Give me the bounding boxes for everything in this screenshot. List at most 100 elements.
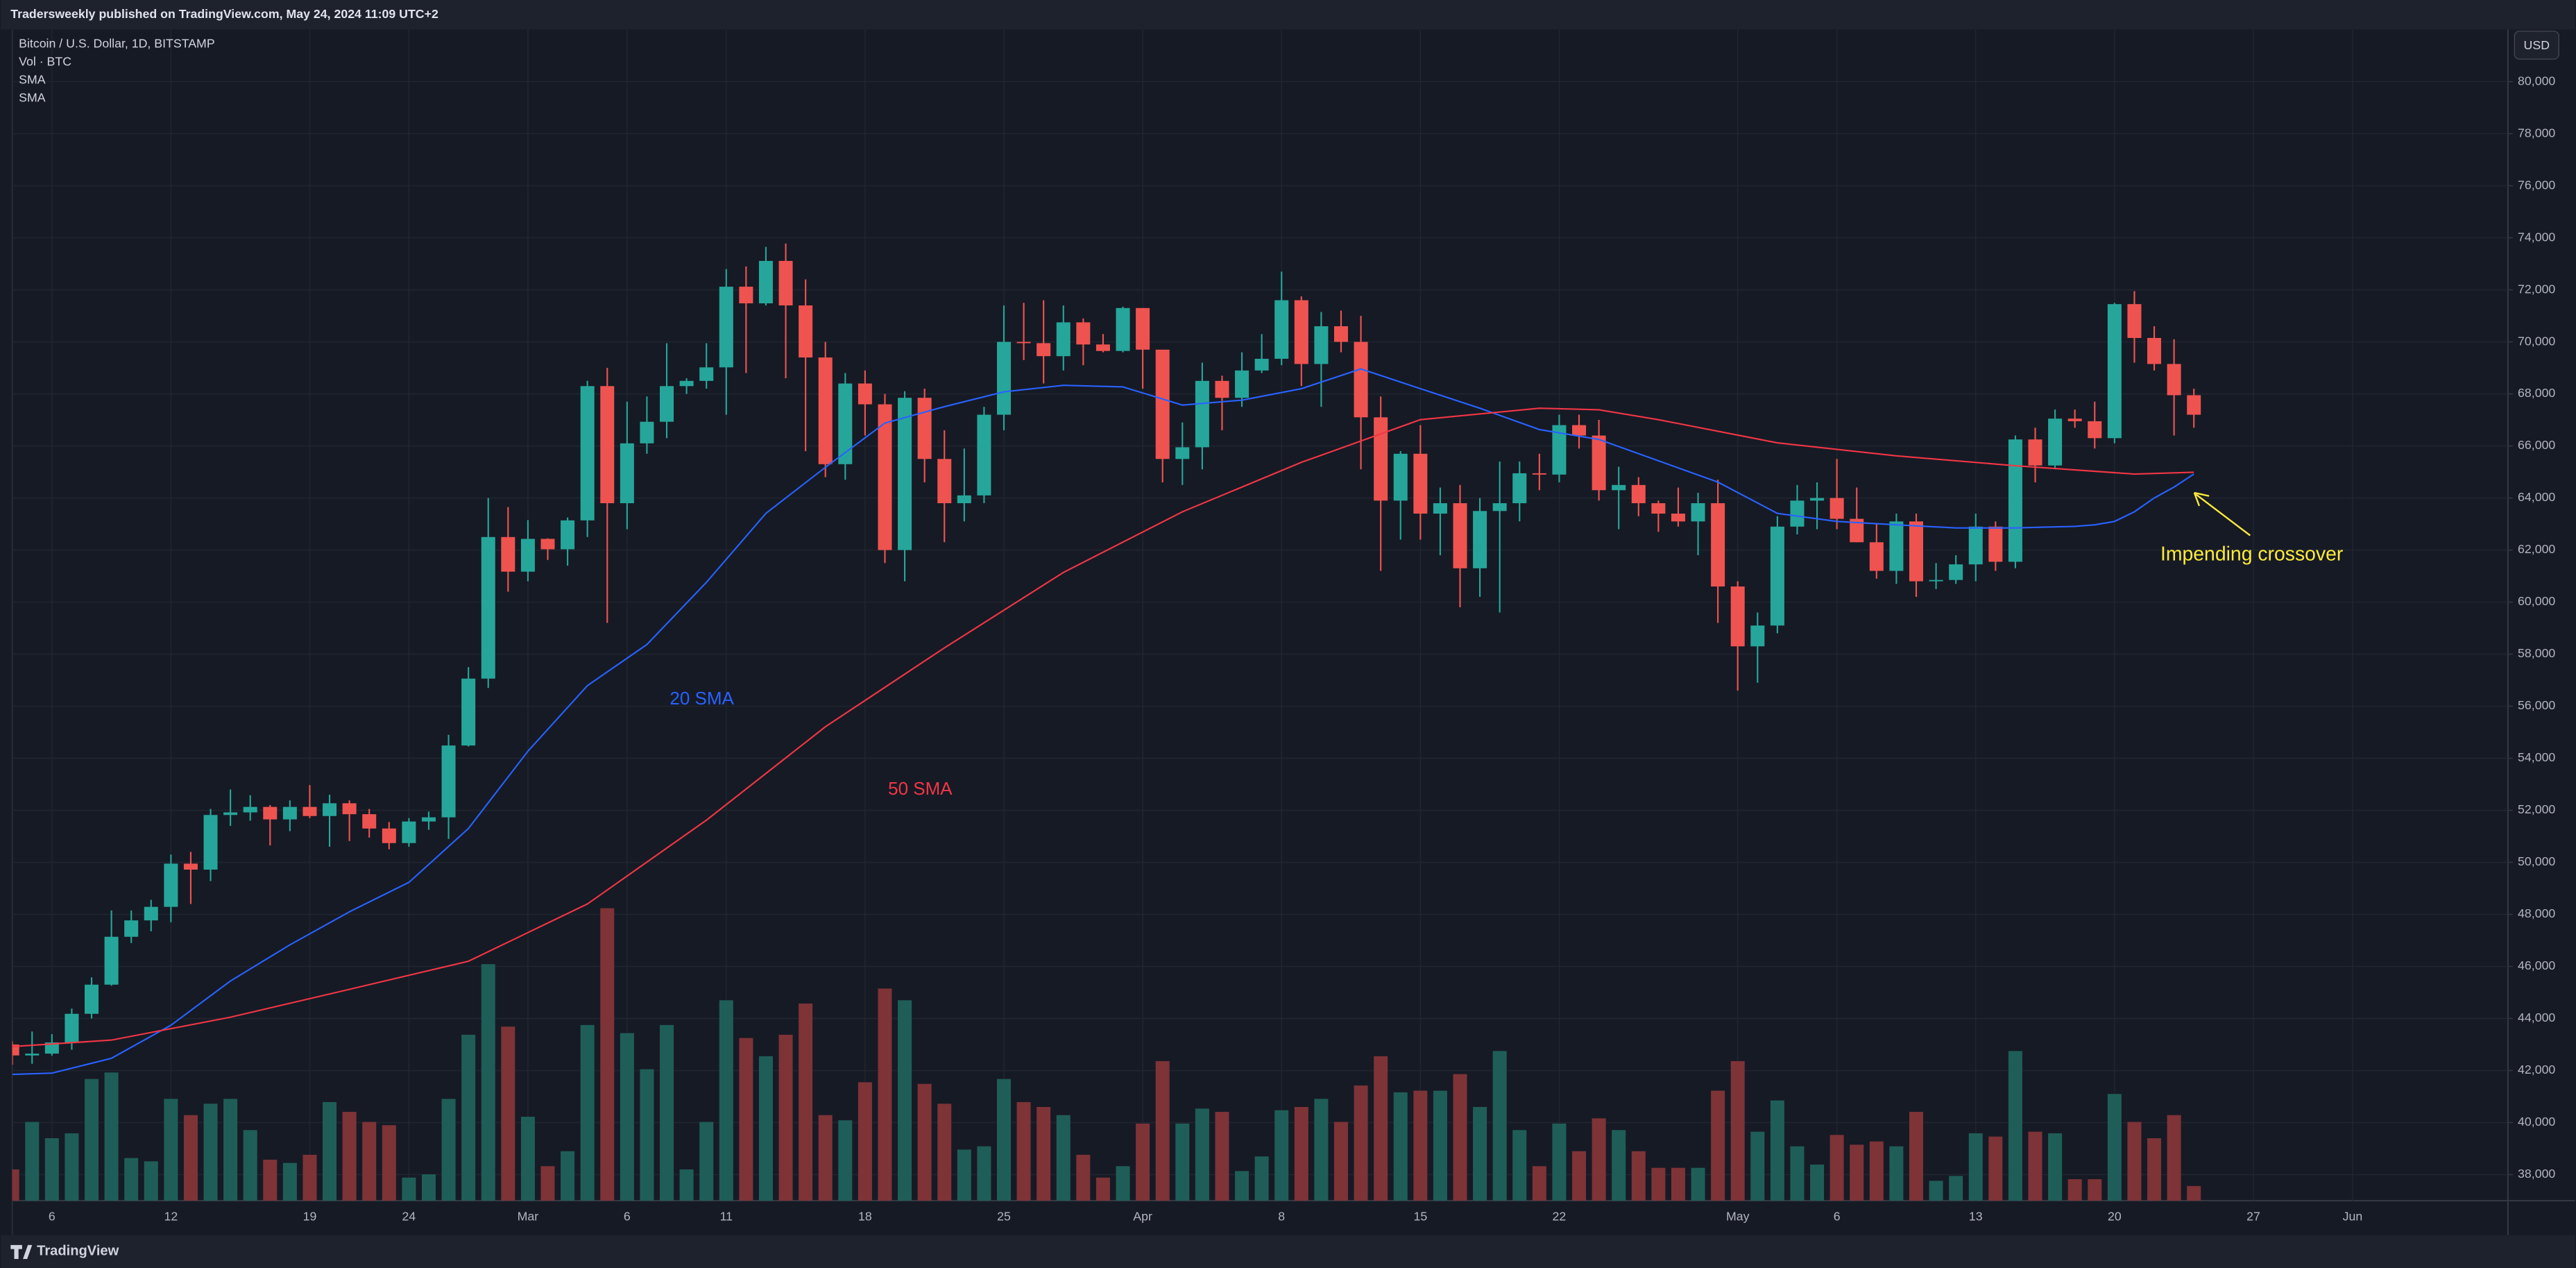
candle-body bbox=[342, 803, 357, 815]
volume-bar bbox=[2067, 1179, 2082, 1201]
candle-body bbox=[878, 404, 892, 550]
candle-body bbox=[2127, 304, 2142, 338]
candle-body bbox=[520, 539, 535, 572]
volume-bar bbox=[778, 1034, 793, 1201]
volume-bar bbox=[1612, 1130, 1626, 1201]
volume-bar bbox=[1393, 1092, 1408, 1201]
candle-body bbox=[2028, 439, 2042, 466]
y-tick-label: 40,000 bbox=[2518, 1115, 2555, 1128]
arrow-head bbox=[2193, 491, 2210, 507]
candle-body bbox=[679, 380, 694, 387]
y-tick-label: 80,000 bbox=[2518, 74, 2555, 87]
candle-body bbox=[1730, 586, 1745, 647]
candle-body bbox=[561, 520, 575, 550]
candle-body bbox=[1631, 484, 1646, 504]
volume-bar bbox=[1949, 1176, 1963, 1201]
candle-body bbox=[441, 745, 456, 818]
candle-body bbox=[1572, 425, 1587, 436]
y-tick-label: 56,000 bbox=[2518, 698, 2555, 712]
volume-bar bbox=[540, 1166, 555, 1201]
x-tick-label: 20 bbox=[2108, 1209, 2122, 1223]
volume-bar bbox=[1889, 1146, 1904, 1201]
candle-body bbox=[957, 495, 971, 504]
y-tick-label: 42,000 bbox=[2518, 1063, 2555, 1076]
candle-body bbox=[898, 398, 912, 550]
candle-body bbox=[739, 287, 753, 304]
grid bbox=[12, 29, 2508, 1201]
volume-bar bbox=[957, 1149, 971, 1201]
candle-body bbox=[540, 539, 555, 550]
brand-logo: TradingView bbox=[10, 1244, 119, 1259]
candle-body bbox=[1651, 503, 1666, 514]
volume-bar bbox=[2127, 1122, 2142, 1201]
volume-bar bbox=[203, 1104, 218, 1201]
volume-bar bbox=[362, 1122, 377, 1201]
volume-bar bbox=[323, 1101, 337, 1201]
candle-body bbox=[1889, 521, 1904, 571]
volume-bar bbox=[1215, 1112, 1229, 1201]
volume-bar bbox=[1235, 1171, 1249, 1201]
y-tick-label: 72,000 bbox=[2518, 282, 2555, 296]
y-tick-label: 50,000 bbox=[2518, 854, 2555, 868]
candle-body bbox=[997, 341, 1012, 415]
candle-body bbox=[1869, 542, 1884, 571]
currency-label[interactable]: USD bbox=[2524, 38, 2550, 52]
volume-bar bbox=[65, 1133, 79, 1201]
y-tick-label: 38,000 bbox=[2518, 1167, 2555, 1181]
y-tick-label: 76,000 bbox=[2518, 178, 2555, 192]
y-tick-label: 78,000 bbox=[2518, 126, 2555, 140]
candle-body bbox=[1492, 503, 1507, 512]
volume-bar bbox=[1076, 1154, 1091, 1201]
candle-body bbox=[2088, 421, 2102, 439]
candle-body bbox=[1512, 473, 1527, 504]
annotation: Impending crossover bbox=[2160, 543, 2343, 565]
sma-legend: SMA bbox=[19, 73, 46, 87]
volume-bar bbox=[144, 1161, 158, 1201]
volume-bar bbox=[997, 1079, 1012, 1201]
candle-body bbox=[282, 806, 297, 820]
candle-body bbox=[1532, 473, 1546, 475]
x-tick-label: 13 bbox=[1969, 1209, 1983, 1223]
candle-body bbox=[937, 459, 952, 504]
candle-body bbox=[1235, 370, 1249, 398]
candle-body bbox=[2107, 304, 2122, 439]
x-tick-label: 22 bbox=[1553, 1209, 1567, 1223]
volume-bar bbox=[481, 964, 495, 1201]
volume-bar bbox=[739, 1038, 753, 1201]
candle-body bbox=[1949, 564, 1963, 580]
candle-body bbox=[1988, 526, 2003, 562]
volume-bar bbox=[1552, 1123, 1567, 1201]
volume-bar bbox=[1314, 1099, 1329, 1201]
volume-bar bbox=[2147, 1138, 2162, 1201]
candle-body bbox=[640, 421, 654, 443]
annotation: 20 SMA bbox=[669, 688, 734, 709]
volume-bar bbox=[342, 1112, 357, 1201]
volume-bar bbox=[1095, 1177, 1110, 1201]
header-text: Tradersweekly published on TradingView.c… bbox=[10, 7, 438, 21]
volume-bar bbox=[1671, 1167, 1685, 1201]
currency-button[interactable] bbox=[2514, 31, 2559, 60]
candle-body bbox=[44, 1042, 59, 1054]
candle-body bbox=[1095, 344, 1110, 351]
candle-body bbox=[1612, 484, 1626, 491]
candle-body bbox=[1909, 521, 1924, 582]
candle-body bbox=[1829, 498, 1844, 519]
symbol-legend: Bitcoin / U.S. Dollar, 1D, BITSTAMP bbox=[19, 37, 215, 51]
volume-bar bbox=[878, 988, 892, 1201]
y-tick-label: 64,000 bbox=[2518, 490, 2555, 504]
x-tick-label: Jun bbox=[2343, 1209, 2363, 1223]
volume-bar bbox=[1651, 1167, 1666, 1201]
x-tick-label: 6 bbox=[49, 1209, 56, 1223]
footer-bar bbox=[1, 1235, 2575, 1268]
candle-body bbox=[104, 936, 119, 985]
volume-bar bbox=[1810, 1164, 1825, 1201]
volume-bar bbox=[818, 1115, 833, 1201]
volume-bar bbox=[1116, 1166, 1130, 1201]
volume-bar bbox=[1136, 1123, 1150, 1201]
candle-body bbox=[1750, 625, 1765, 647]
volume-bar bbox=[1572, 1151, 1587, 1201]
volume-bar bbox=[1691, 1167, 1705, 1201]
header-bar bbox=[1, 0, 2575, 30]
volume-bar bbox=[282, 1163, 297, 1201]
